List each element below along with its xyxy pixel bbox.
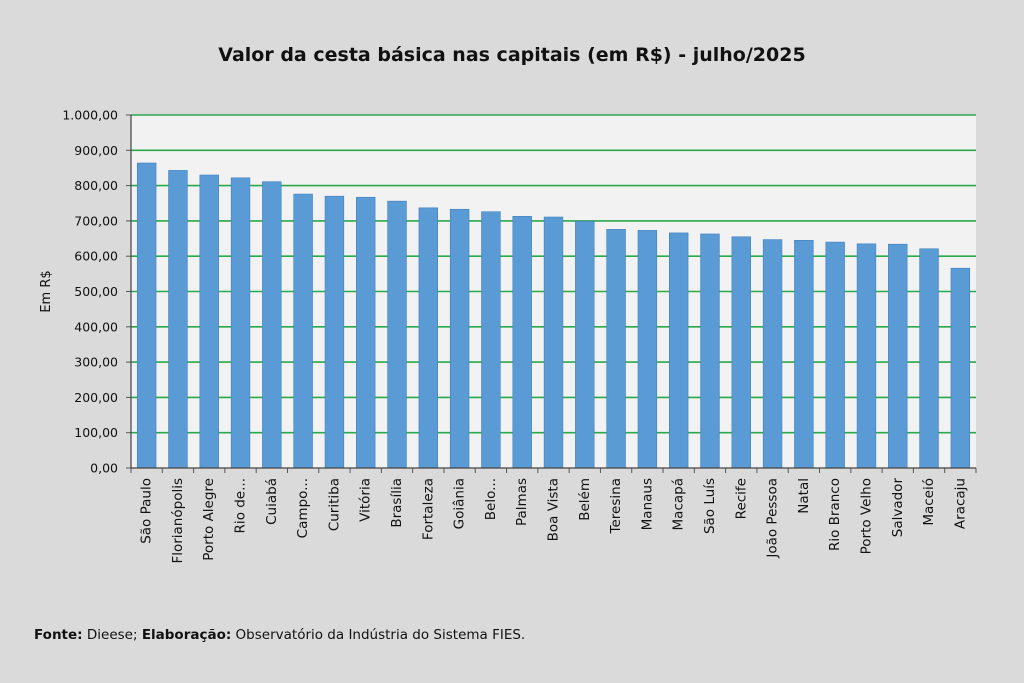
bar [262, 181, 282, 469]
y-tick-label: 900,00 [74, 143, 118, 158]
bar [950, 267, 971, 469]
x-tick-label: Natal [796, 478, 812, 514]
bar [825, 241, 845, 469]
x-tick-label: Rio Branco [827, 478, 843, 551]
bar [543, 216, 564, 469]
y-tick-labels: 0,00 100,00 200,00 300,00 400,00 500,00 600,00… [62, 108, 118, 476]
bar [575, 220, 595, 469]
x-tick-label: Aracaju [952, 478, 968, 529]
y-tick-label: 200,00 [74, 390, 118, 405]
source-note: Fonte: Dieese; Elaboração: Observatório … [34, 627, 525, 643]
x-tick-label: Recife [733, 478, 749, 519]
bar [136, 162, 157, 469]
bar [794, 240, 814, 469]
bar [230, 177, 251, 469]
elaboration-label: Elaboração: [141, 627, 232, 643]
bar [856, 243, 877, 469]
x-tick-label: Goiânia [452, 478, 468, 529]
x-tick-label: Fortaleza [420, 478, 436, 540]
x-tick-label: Cuiabá [264, 478, 280, 525]
bar [700, 233, 720, 469]
y-tick-label: 600,00 [74, 249, 118, 264]
bar [606, 229, 626, 469]
source-label: Fonte: [34, 627, 83, 643]
bar [418, 207, 439, 469]
bar [668, 232, 689, 469]
x-tick-label: Macapá [671, 478, 687, 530]
bar [731, 236, 751, 469]
x-tick-label: Curitiba [326, 478, 342, 531]
x-tick-label: Boa Vista [546, 478, 562, 541]
bar [324, 195, 345, 469]
bar [888, 243, 908, 469]
y-tick-label: 1.000,00 [62, 108, 118, 123]
y-tick-label: 300,00 [74, 355, 118, 370]
x-tick-label: Salvador [890, 478, 906, 538]
bar [637, 230, 658, 469]
x-tick-label: Campo... [295, 478, 311, 538]
x-tick-label: Palmas [514, 478, 530, 526]
bar [199, 174, 219, 469]
x-tick-label: São Paulo [139, 478, 155, 544]
x-tick-label: Manaus [639, 478, 655, 530]
bars [136, 162, 971, 469]
bar [168, 170, 188, 469]
elaboration-text: Observatório da Indústria do Sistema FIE… [231, 627, 526, 643]
x-tick-label: Florianópolis [170, 478, 186, 564]
x-tick-label: Vitória [358, 478, 374, 522]
bar [293, 193, 313, 469]
source-text: Dieese; [82, 627, 142, 643]
bar [512, 216, 532, 469]
y-tick-label: 700,00 [74, 213, 118, 228]
x-tick-label: João Pessoa [765, 478, 781, 559]
chart-title: Valor da cesta básica nas capitais (em R… [218, 44, 806, 66]
bar [387, 200, 407, 469]
x-tick-label: Porto Alegre [201, 478, 217, 561]
x-tick-label: Belém [577, 478, 593, 521]
x-tick-label: Rio de... [233, 478, 249, 533]
bar [919, 248, 939, 469]
x-tick-label: Maceió [921, 478, 937, 526]
x-tick-labels: São Paulo Florianópolis Porto Alegre Rio de… [139, 478, 969, 564]
x-tick-label: Porto Velho [858, 478, 874, 554]
y-tick-label: 100,00 [74, 425, 118, 440]
x-tick-label: Belo... [483, 478, 499, 520]
bar [449, 208, 470, 469]
y-tick-label: 0,00 [90, 461, 118, 476]
bar [762, 239, 783, 469]
x-tick-label: Teresina [608, 478, 624, 534]
x-tick-label: Brasília [389, 478, 405, 528]
y-tick-label: 800,00 [74, 178, 118, 193]
bar [481, 211, 501, 469]
bar [356, 196, 376, 469]
x-tick-label: São Luís [702, 478, 718, 534]
y-tick-label: 400,00 [74, 319, 118, 334]
y-tick-label: 500,00 [74, 284, 118, 299]
y-axis-label: Em R$ [39, 270, 54, 312]
